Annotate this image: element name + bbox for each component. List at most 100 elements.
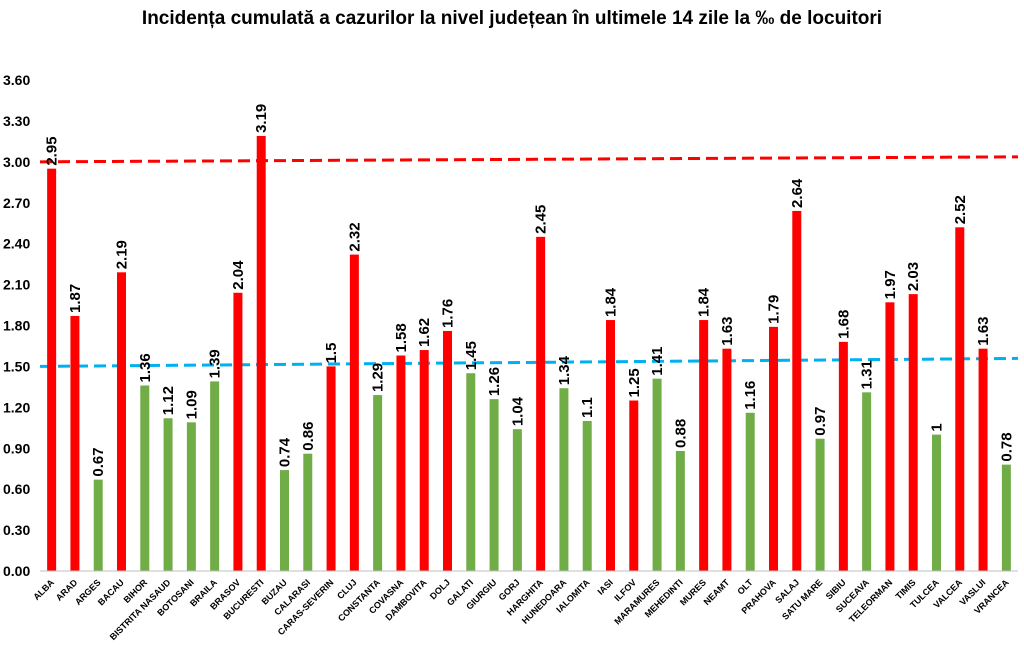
data-label: 1.39 (207, 349, 224, 378)
bar (792, 210, 802, 571)
bar (722, 348, 732, 571)
data-label: 1.76 (440, 299, 457, 328)
data-label: 1.09 (183, 390, 200, 419)
data-label: 1.12 (160, 386, 177, 415)
y-tick-label: 0.30 (3, 522, 30, 538)
bar (769, 326, 778, 571)
y-tick-label: 0.00 (3, 563, 30, 579)
reference-line (39, 155, 1019, 164)
data-label: 1.41 (649, 346, 666, 375)
data-label: 1.36 (137, 353, 154, 382)
data-label: 0.67 (90, 447, 107, 476)
data-label: 1.29 (370, 363, 387, 392)
data-label: 2.19 (114, 240, 131, 269)
data-label: 1.84 (696, 287, 713, 317)
data-label: 1.84 (603, 287, 620, 317)
data-label: 1.63 (719, 316, 736, 345)
reference-line (39, 356, 1019, 368)
bar (396, 355, 406, 571)
data-label: 1.34 (556, 355, 573, 385)
data-label: 2.04 (230, 260, 247, 290)
data-label: 0.88 (672, 419, 689, 448)
bar (1001, 464, 1011, 571)
data-label: 2.32 (346, 222, 363, 251)
y-tick-label: 1.20 (3, 399, 30, 415)
data-label: 1.68 (835, 310, 852, 339)
y-tick-label: 3.30 (3, 113, 30, 129)
data-labels: 2.95 1.87 0.67 2.19 1.36 1.12 1.09 1.39 2.04 3.19… (44, 104, 1016, 477)
bar (512, 429, 522, 571)
bar (186, 422, 196, 571)
y-tick-label: 1.50 (3, 358, 30, 374)
x-tick-label: DAMBOVITA (383, 577, 428, 622)
y-tick-label: 3.00 (3, 154, 30, 170)
data-label: 2.95 (44, 136, 61, 165)
data-label: 1.25 (626, 368, 643, 397)
data-label: 1.04 (509, 396, 526, 426)
chart-title: Incidența cumulată a cazurilor la nivel … (141, 8, 883, 29)
x-tick-label: IASI (595, 577, 614, 596)
bar (256, 135, 266, 572)
bar (978, 348, 988, 571)
bar (303, 453, 313, 571)
data-label: 1.26 (486, 367, 503, 396)
data-label: 1.97 (882, 270, 899, 299)
y-tick-label: 1.80 (3, 318, 30, 334)
data-label: 0.74 (277, 437, 294, 467)
x-tick-label: NEAMT (702, 577, 732, 607)
bar (349, 254, 359, 572)
bar (280, 470, 289, 571)
bar (862, 392, 872, 571)
y-tick-label: 2.70 (3, 195, 30, 211)
data-label: 1.5 (323, 343, 340, 364)
data-label: 2.03 (905, 262, 922, 291)
bar (955, 227, 965, 572)
bar (582, 420, 592, 571)
bar (932, 434, 941, 571)
y-tick-label: 2.40 (3, 236, 30, 252)
x-tick-label: OLT (735, 577, 755, 597)
data-label: 1.45 (463, 341, 480, 370)
bar (629, 400, 639, 571)
y-tick-label: 2.10 (3, 277, 30, 293)
bar (117, 272, 126, 571)
bar (652, 378, 662, 571)
bar (140, 385, 150, 571)
data-label: 0.78 (998, 432, 1015, 461)
data-label: 1.58 (393, 323, 410, 352)
bar (559, 388, 569, 571)
bar (815, 438, 825, 571)
data-label: 1.16 (742, 381, 759, 410)
data-label: 2.45 (533, 205, 550, 234)
bar (326, 366, 336, 571)
reference-lines (39, 155, 1019, 368)
bar (699, 320, 709, 571)
bar (373, 395, 383, 571)
bar (233, 292, 243, 571)
data-label: 1.1 (579, 397, 596, 418)
bar (675, 450, 685, 571)
data-label: 1.62 (416, 318, 433, 347)
bar (489, 399, 499, 571)
bar (163, 418, 173, 571)
bar (210, 381, 220, 571)
bar (70, 315, 80, 571)
data-label: 0.97 (812, 406, 829, 435)
x-tick-label: ALBA (31, 577, 56, 602)
data-label: 2.64 (789, 178, 806, 208)
x-tick-label: BACAU (96, 577, 126, 607)
y-axis: 0.00 0.30 0.60 0.90 1.20 1.50 1.80 2.10 2.40 2.70… (3, 72, 30, 579)
data-label: 2.52 (952, 195, 969, 224)
data-label: 1.87 (67, 284, 84, 313)
bars (47, 135, 1011, 572)
bar (745, 412, 755, 571)
bar (885, 302, 895, 571)
data-label: 0.86 (300, 422, 317, 451)
data-label: 1 (929, 423, 946, 431)
data-label: 1.63 (975, 316, 992, 345)
data-label: 3.19 (253, 104, 270, 133)
bar (908, 294, 918, 571)
y-tick-label: 3.60 (3, 72, 30, 88)
